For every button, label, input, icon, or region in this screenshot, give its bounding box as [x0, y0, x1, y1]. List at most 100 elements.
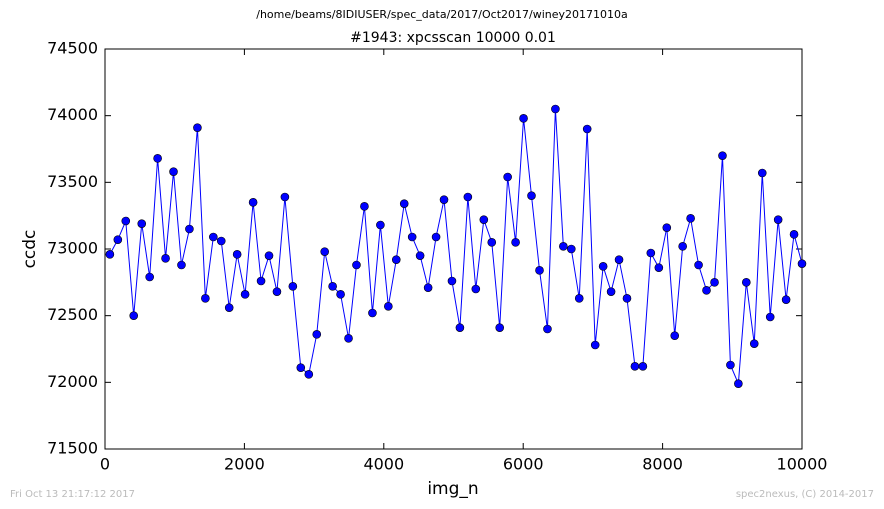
data-point — [463, 192, 473, 202]
data-point — [749, 339, 759, 348]
data-point — [471, 284, 481, 294]
data-point — [519, 114, 528, 123]
data-point — [304, 370, 314, 379]
data-point — [407, 232, 417, 242]
data-point — [566, 244, 576, 254]
data-point — [360, 202, 369, 211]
data-point — [686, 214, 695, 223]
data-point — [336, 290, 345, 299]
data-point — [527, 191, 536, 200]
data-point — [391, 255, 401, 264]
data-point — [384, 302, 393, 311]
data-point — [630, 362, 640, 371]
data-point — [495, 323, 505, 332]
data-point — [551, 104, 560, 114]
data-point — [415, 251, 425, 260]
x-tick-label: 10000 — [777, 455, 828, 474]
data-point — [590, 340, 600, 350]
data-point — [622, 294, 632, 303]
data-point — [296, 363, 306, 372]
data-point — [734, 379, 743, 388]
data-point — [177, 260, 186, 270]
data-point — [232, 250, 242, 259]
data-point — [718, 151, 727, 160]
data-point — [431, 232, 441, 242]
data-point — [511, 238, 520, 247]
data-point — [399, 199, 409, 208]
data-point — [113, 235, 123, 244]
data-point — [797, 259, 807, 268]
data-point — [161, 254, 170, 263]
y-tick-label: 72000 — [47, 372, 98, 391]
data-point — [582, 124, 592, 134]
data-point — [352, 260, 361, 270]
suptitle: /home/beams/8IDIUSER/spec_data/2017/Oct2… — [256, 8, 628, 21]
data-point — [654, 263, 664, 272]
data-point — [288, 282, 298, 291]
chart-title: #1943: xpcsscan 10000 0.01 — [350, 30, 556, 46]
y-tick-label: 71500 — [47, 439, 98, 458]
data-point — [209, 232, 218, 242]
data-point — [543, 324, 552, 334]
data-point — [559, 242, 568, 251]
data-point — [169, 167, 178, 176]
x-tick-label: 4000 — [363, 455, 404, 474]
data-point — [455, 323, 465, 332]
data-point — [726, 360, 735, 370]
data-point — [201, 294, 210, 303]
data-point — [646, 248, 656, 258]
data-point — [240, 290, 250, 299]
data-point — [185, 224, 194, 234]
data-point — [216, 236, 226, 246]
data-point — [368, 308, 377, 318]
data-point — [312, 330, 322, 339]
x-tick-label: 2000 — [224, 455, 265, 474]
data-point — [757, 168, 767, 178]
y-tick-label: 73000 — [47, 239, 98, 258]
data-point — [487, 238, 497, 247]
footer-right: spec2nexus, (C) 2014-2017 — [736, 489, 874, 500]
y-tick-label: 74000 — [47, 105, 98, 124]
data-point — [129, 311, 139, 320]
data-point — [153, 154, 162, 163]
data-point — [662, 223, 672, 232]
data-point — [423, 283, 433, 292]
data-point — [145, 272, 154, 282]
plot-frame — [104, 48, 803, 450]
data-point — [781, 295, 791, 304]
data-point — [344, 334, 353, 343]
data-point — [447, 276, 457, 286]
data-point — [439, 195, 449, 204]
data-point — [224, 303, 234, 312]
data-line — [109, 108, 803, 384]
data-point — [320, 247, 329, 256]
data-point — [121, 216, 131, 226]
data-point — [598, 262, 608, 271]
data-point — [670, 331, 680, 340]
data-point — [789, 230, 799, 239]
data-point — [710, 278, 719, 287]
x-tick-label: 8000 — [642, 455, 683, 474]
data-point — [272, 287, 282, 296]
data-point — [479, 215, 489, 224]
footer-left: Fri Oct 13 21:17:12 2017 — [10, 489, 135, 500]
data-point — [694, 260, 703, 270]
data-point — [264, 251, 274, 260]
data-point — [105, 250, 115, 259]
data-point — [137, 219, 147, 228]
data-point — [503, 172, 512, 182]
y-axis-label: ccdc — [20, 230, 40, 269]
y-tick-label: 74500 — [47, 39, 98, 58]
data-point — [638, 362, 648, 371]
data-point — [773, 215, 783, 224]
data-point — [193, 123, 202, 132]
x-tick-label: 0 — [100, 455, 110, 474]
data-point — [574, 294, 584, 303]
data-point — [328, 282, 337, 291]
data-point — [280, 192, 290, 202]
data-point — [678, 242, 687, 251]
x-axis-label: img_n — [427, 479, 478, 499]
x-tick-label: 6000 — [503, 455, 544, 474]
data-point — [606, 287, 616, 296]
data-point — [256, 276, 266, 286]
